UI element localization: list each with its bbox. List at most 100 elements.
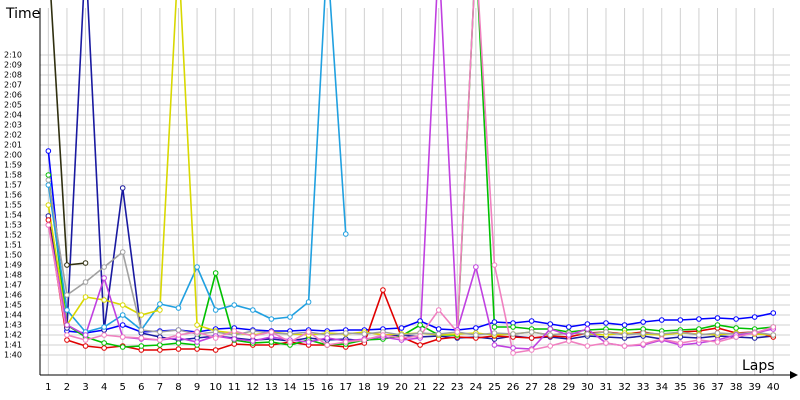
x-tick-label: 39 (748, 382, 761, 393)
series-line (47, 179, 774, 336)
y-axis-label: Time (5, 6, 40, 22)
data-point (194, 339, 200, 345)
x-tick-label: 40 (767, 382, 780, 393)
x-tick-label: 26 (507, 382, 520, 393)
x-tick-label: 15 (302, 382, 315, 393)
data-point (640, 330, 646, 336)
data-point (138, 312, 145, 318)
data-point (157, 301, 163, 307)
data-point (547, 332, 554, 338)
data-point (101, 297, 107, 303)
data-point (528, 318, 535, 324)
y-tick-label: 2:06 (4, 91, 22, 100)
y-tick-label: 1:53 (4, 221, 22, 230)
data-point (175, 327, 182, 333)
y-tick-label: 1:43 (4, 321, 22, 330)
data-point (64, 292, 70, 298)
y-tick-label: 2:07 (4, 81, 22, 90)
data-point (82, 260, 89, 266)
x-tick-label: 9 (194, 382, 200, 393)
data-point (212, 335, 219, 341)
data-point (250, 328, 256, 334)
x-tick-label: 10 (209, 382, 222, 393)
data-point (435, 326, 442, 332)
x-tick-label: 24 (470, 382, 483, 393)
data-point (398, 325, 405, 331)
data-point (547, 321, 554, 327)
data-point (138, 343, 145, 349)
y-tick-label: 1:50 (4, 251, 22, 260)
data-point (82, 343, 89, 349)
data-point (45, 172, 52, 178)
y-tick-label: 1:57 (4, 181, 22, 190)
data-point (212, 270, 219, 276)
data-point (733, 325, 739, 331)
data-point (454, 329, 461, 335)
data-point (491, 262, 498, 268)
data-point (82, 337, 89, 343)
data-point (714, 339, 721, 345)
data-point (398, 335, 405, 341)
data-point (268, 339, 275, 345)
data-point (101, 264, 107, 270)
data-point (603, 340, 609, 346)
data-point (119, 334, 126, 340)
data-point (566, 332, 572, 338)
data-point (714, 330, 721, 336)
data-point (101, 345, 107, 351)
x-tick-label: 32 (618, 382, 631, 393)
data-point (82, 279, 89, 285)
y-tick-label: 2:08 (4, 71, 22, 80)
x-tick-label: 11 (228, 382, 241, 393)
x-axis-arrow (790, 371, 798, 379)
data-point (510, 331, 516, 337)
x-tick-label: 27 (525, 382, 538, 393)
y-tick-label: 1:58 (4, 171, 22, 180)
data-point (45, 148, 52, 154)
data-point (250, 307, 256, 313)
data-point (64, 322, 70, 328)
y-tick-label: 1:59 (4, 161, 22, 170)
y-tick-label: 1:49 (4, 261, 22, 270)
data-point (677, 329, 684, 335)
data-point (250, 338, 256, 344)
data-point (733, 316, 739, 322)
data-point (324, 342, 330, 348)
y-tick-label: 1:42 (4, 331, 22, 340)
x-tick-label: 17 (339, 382, 352, 393)
data-point (621, 343, 628, 349)
data-point (380, 332, 386, 338)
data-point (714, 322, 721, 328)
data-point (621, 332, 628, 338)
data-point (584, 331, 591, 337)
y-tick-label: 1:56 (4, 191, 22, 200)
plot-area (45, 0, 777, 356)
data-point (417, 342, 423, 348)
data-point (510, 324, 516, 330)
y-tick-label: 1:54 (4, 211, 22, 220)
x-tick-label: 25 (488, 382, 501, 393)
y-tick-label: 1:47 (4, 281, 22, 290)
data-point (584, 326, 591, 332)
data-point (305, 299, 312, 305)
data-point (212, 347, 219, 353)
data-point (435, 331, 442, 337)
x-tick-label: 22 (432, 382, 445, 393)
y-tick-label: 1:55 (4, 201, 22, 210)
data-point (342, 231, 349, 237)
x-tick-label: 3 (82, 382, 88, 393)
data-point (101, 324, 107, 330)
data-point (658, 317, 665, 323)
x-tick-label: 7 (157, 382, 163, 393)
data-point (733, 334, 739, 340)
data-point (751, 314, 758, 320)
data-point (64, 332, 70, 338)
data-point (603, 320, 609, 326)
data-point (473, 264, 479, 270)
data-point (157, 342, 163, 348)
y-tick-label: 1:52 (4, 231, 22, 240)
data-point (361, 331, 368, 337)
data-point (361, 337, 368, 343)
data-point (417, 322, 423, 328)
data-point (491, 319, 498, 325)
